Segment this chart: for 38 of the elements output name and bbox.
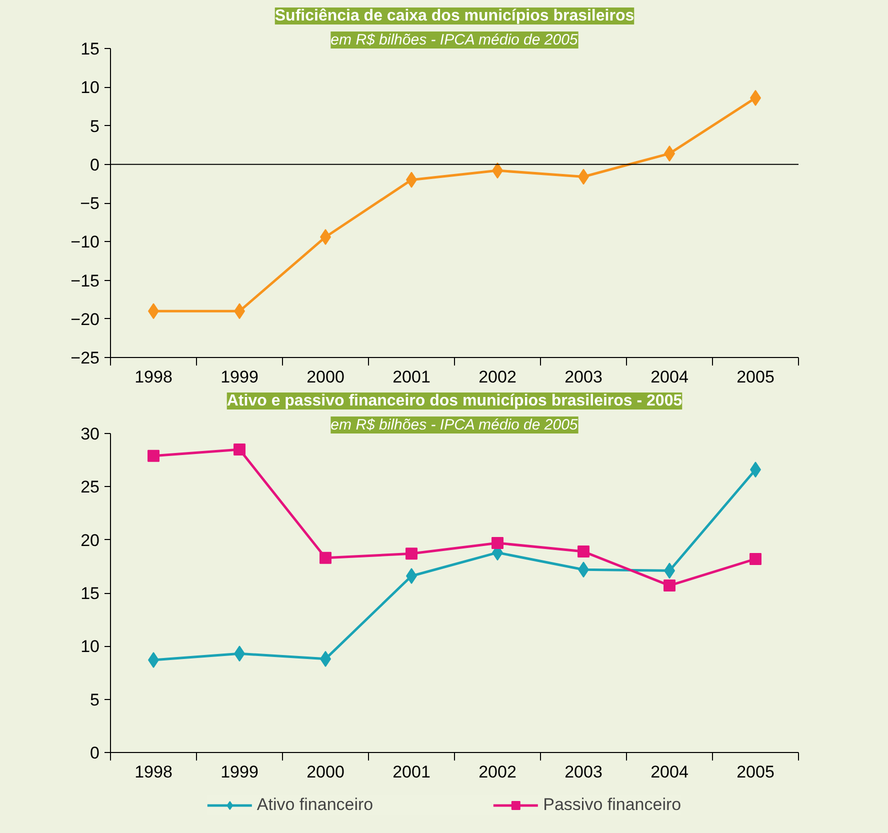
y-tick-label: 10 (80, 637, 100, 656)
chart-subtitle: em R$ bilhões - IPCA médio de 2005 (330, 416, 578, 434)
x-tick-label: 2004 (650, 762, 688, 782)
chart-subtitle: em R$ bilhões - IPCA médio de 2005 (330, 32, 578, 48)
x-tick-label: 2002 (478, 762, 516, 782)
x-tick-label: 1998 (134, 762, 172, 782)
legend-label: Ativo financeiro (256, 795, 374, 815)
y-tick-label: 5 (90, 690, 100, 710)
legend-label: Passivo financeiro (543, 795, 682, 815)
y-tick-label: 30 (80, 424, 100, 444)
y-tick-label: 10 (80, 78, 100, 98)
x-tick-label: 2005 (736, 368, 774, 386)
x-tick-label: 2003 (564, 762, 602, 782)
y-tick-label: −10 (70, 232, 100, 252)
x-tick-label: 1998 (134, 368, 172, 386)
chart-title: Suficiência de caixa dos municípios brasileiros (274, 8, 634, 24)
y-tick-label: −25 (70, 348, 100, 368)
chart-title: Ativo e passivo financeiro dos municípios brasileiros - 2005 (226, 392, 682, 410)
y-tick-label: 0 (90, 744, 100, 762)
x-tick-label: 2005 (736, 762, 774, 782)
y-tick-label: 25 (80, 478, 100, 497)
x-tick-label: 1999 (220, 762, 258, 782)
y-tick-label: −5 (80, 194, 100, 213)
y-tick-label: −15 (70, 271, 100, 290)
x-tick-label: 2003 (564, 368, 602, 386)
x-tick-label: 2004 (650, 368, 688, 386)
x-tick-label: 2000 (306, 762, 344, 782)
x-tick-label: 1999 (220, 368, 258, 386)
x-tick-label: 2002 (478, 368, 516, 386)
x-tick-label: 2000 (306, 368, 344, 386)
y-tick-label: 20 (80, 530, 100, 550)
x-tick-label: 2001 (392, 368, 430, 386)
y-tick-label: −20 (70, 310, 100, 329)
y-tick-label: 0 (90, 155, 100, 174)
y-tick-label: 5 (90, 116, 100, 136)
y-tick-label: 15 (80, 40, 100, 58)
x-tick-label: 2001 (392, 762, 430, 782)
y-tick-label: 15 (80, 584, 100, 603)
